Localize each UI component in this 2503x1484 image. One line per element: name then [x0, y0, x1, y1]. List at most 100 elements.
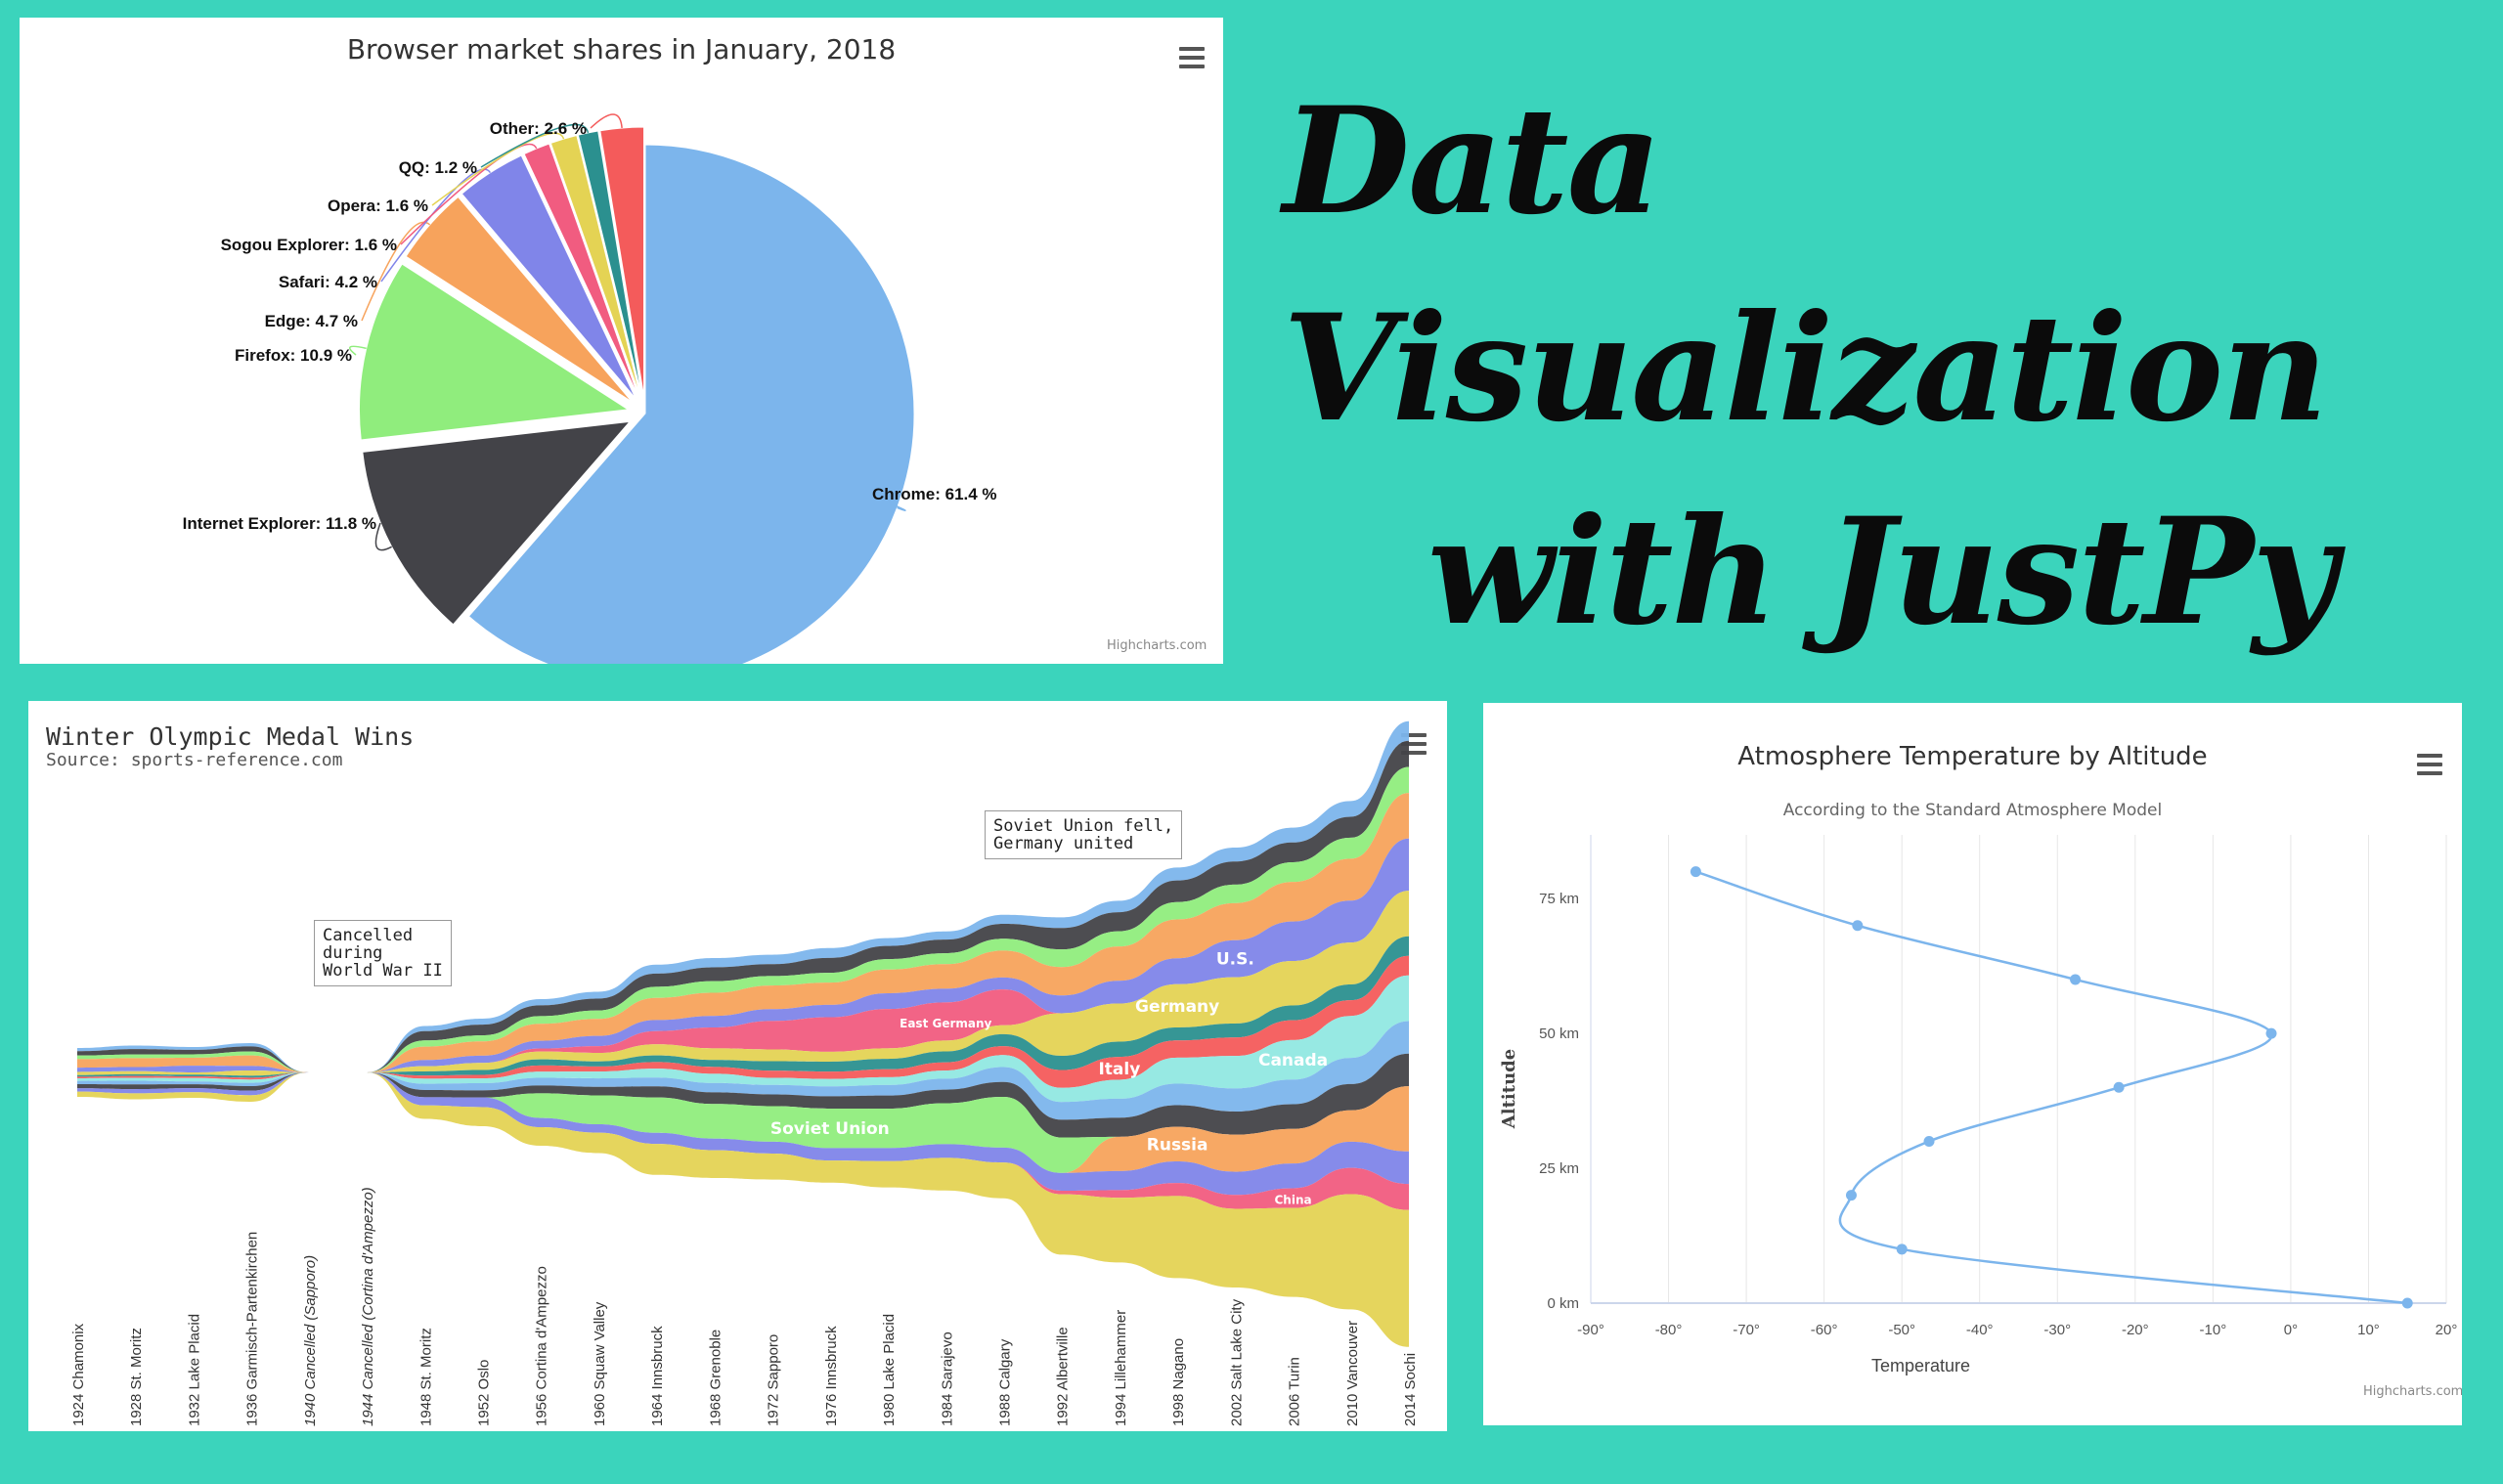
x-tick-label: -10° [2200, 1322, 2227, 1338]
y-tick-label: 50 km [1539, 1026, 1579, 1042]
x-tick-label: -20° [2122, 1322, 2149, 1338]
data-point[interactable] [1923, 1135, 1935, 1147]
stream-series-7[interactable] [367, 936, 1410, 1076]
stream-series-0[interactable] [367, 720, 1410, 1072]
stream-series-soviet-union[interactable] [367, 1072, 1410, 1173]
data-point[interactable] [2113, 1081, 2125, 1093]
pie-chart-menu-icon[interactable] [1179, 47, 1205, 68]
stream-x-label: 1924 Chamonix [70, 1323, 87, 1426]
x-tick-label: 10° [2357, 1322, 2380, 1338]
data-point[interactable] [2401, 1297, 2413, 1309]
x-tick-label: -60° [1811, 1322, 1838, 1338]
pie-slice-chrome[interactable] [467, 144, 915, 664]
data-point[interactable] [1852, 920, 1864, 932]
stream-series-u-s-[interactable] [367, 838, 1410, 1072]
pie-connector [590, 113, 623, 129]
streamgraph-panel: Winter Olympic Medal Wins Source: sports… [28, 701, 1447, 1431]
stream-series-east-germany[interactable] [367, 891, 1410, 1072]
pie-connector [867, 493, 906, 511]
pie-slice-internet-explorer[interactable] [362, 420, 632, 626]
stream-x-label: 1936 Garmisch-Partenkirchen [244, 1232, 261, 1426]
stream-series-10[interactable] [367, 1021, 1410, 1120]
stream-series-3[interactable] [77, 1055, 309, 1072]
stream-series-0[interactable] [77, 1043, 309, 1072]
stream-series-canada[interactable] [367, 975, 1410, 1103]
stream-series-germany[interactable] [77, 1070, 309, 1076]
pie-slice-firefox[interactable] [359, 263, 630, 441]
pie-data-label: QQ: 1.2 % [399, 158, 477, 177]
stream-series-label: Russia [1147, 1135, 1208, 1155]
stream-x-label: 1992 Albertville [1055, 1327, 1072, 1426]
stream-series-14[interactable] [77, 1072, 309, 1096]
stream-x-label: 1932 Lake Placid [186, 1314, 202, 1426]
stream-x-label: 2014 Sochi [1402, 1353, 1419, 1426]
stream-series-11[interactable] [367, 1053, 1410, 1138]
y-tick-label: 25 km [1539, 1160, 1579, 1177]
stream-x-label: 1948 St. Moritz [417, 1328, 434, 1426]
stream-series-11[interactable] [77, 1072, 309, 1091]
pie-chart-panel: Browser market shares in January, 2018 C… [20, 18, 1223, 664]
data-point[interactable] [2265, 1027, 2277, 1039]
stream-x-label: 1964 Innsbruck [649, 1326, 666, 1426]
stream-series-16[interactable] [367, 1072, 1410, 1347]
stream-series-16[interactable] [77, 1072, 309, 1102]
stream-x-label: 1952 Oslo [476, 1360, 493, 1426]
stream-series-russia[interactable] [367, 1072, 1410, 1173]
pie-data-label: Internet Explorer: 11.8 % [183, 514, 376, 533]
x-tick-label: -40° [1966, 1322, 1994, 1338]
pie-slice-qq[interactable] [577, 130, 642, 397]
pie-data-label: Safari: 4.2 % [279, 273, 377, 291]
stream-series-canada[interactable] [77, 1072, 309, 1083]
data-point[interactable] [2070, 974, 2082, 985]
stream-series-10[interactable] [77, 1072, 309, 1086]
data-point[interactable] [1690, 866, 1701, 878]
streamgraph-title: Winter Olympic Medal Wins [46, 722, 415, 751]
x-tick-label: -90° [1577, 1322, 1604, 1338]
stream-x-label: 1994 Lillehammer [1113, 1310, 1129, 1426]
stream-series-label: China [1275, 1194, 1312, 1207]
headline-line-2: Visualization [1283, 283, 2328, 455]
stream-series-1[interactable] [77, 1046, 309, 1072]
stream-series-u-s-[interactable] [77, 1066, 309, 1072]
stream-x-label: 1998 Nagano [1170, 1338, 1187, 1426]
line-chart-panel: Atmosphere Temperature by Altitude Accor… [1483, 703, 2462, 1425]
data-point[interactable] [1845, 1190, 1857, 1201]
headline-line-3: with JustPy [1427, 486, 2337, 658]
streamgraph-menu-icon[interactable] [1401, 733, 1427, 755]
pie-slice-safari[interactable] [461, 154, 637, 400]
pie-connector [480, 123, 590, 168]
x-tick-label: -30° [2043, 1322, 2071, 1338]
x-tick-label: 20° [2436, 1322, 2458, 1338]
stream-series-china[interactable] [367, 1072, 1410, 1210]
pie-data-label: Other: 2.6 % [490, 119, 587, 138]
stream-x-label: 1972 Sapporo [766, 1334, 782, 1426]
y-tick-label: 75 km [1539, 891, 1579, 907]
stream-x-label: 2006 Turin [1287, 1357, 1303, 1426]
pie-slice-edge[interactable] [405, 196, 633, 403]
stream-x-label: 1968 Grenoble [707, 1330, 724, 1426]
stream-series-14[interactable] [367, 1072, 1410, 1196]
x-tick-label: 0° [2284, 1322, 2298, 1338]
headline: Data Visualization with JustPy [1252, 68, 2425, 675]
stream-series-1[interactable] [367, 740, 1410, 1072]
stream-x-label: 1960 Squaw Valley [592, 1301, 608, 1426]
stream-series-italy[interactable] [77, 1072, 309, 1080]
temperature-line[interactable] [1694, 870, 2408, 1305]
stream-series-label: U.S. [1216, 950, 1254, 970]
stream-x-label: 1956 Cortina d'Ampezzo [534, 1266, 550, 1426]
line-chart-title: Atmosphere Temperature by Altitude [1737, 742, 2208, 771]
stream-series-italy[interactable] [367, 955, 1410, 1088]
stream-series-2[interactable] [77, 1051, 309, 1072]
annotation-soviet-fall: Soviet Union fell, Germany united [985, 810, 1183, 859]
data-point[interactable] [1896, 1244, 1908, 1255]
line-chart-menu-icon[interactable] [2417, 754, 2442, 775]
stream-series-7[interactable] [77, 1072, 309, 1078]
pie-data-label: Edge: 4.7 % [265, 312, 358, 330]
stream-series-label: East Germany [900, 1017, 991, 1030]
stream-series-label: Italy [1098, 1060, 1140, 1079]
stream-series-3[interactable] [367, 793, 1410, 1072]
stream-x-label: 2010 Vancouver [1344, 1321, 1361, 1426]
stream-x-label: 1928 St. Moritz [128, 1328, 145, 1426]
stream-series-label: Canada [1258, 1051, 1328, 1070]
stream-series-germany[interactable] [367, 891, 1410, 1072]
